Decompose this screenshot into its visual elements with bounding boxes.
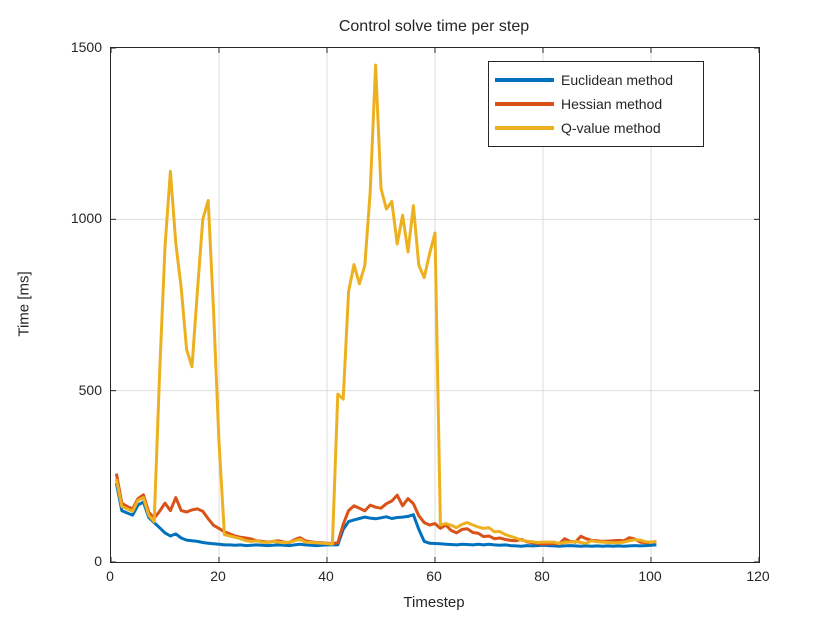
legend-line-sample-euclidean-method (495, 78, 554, 82)
x-tick-label-40: 40 (318, 568, 334, 584)
y-tick-label-500: 500 (78, 381, 102, 398)
legend-item-hessian-method: Hessian method (495, 92, 703, 116)
x-axis-label: Timestep (403, 594, 465, 611)
legend-label-q-value-method: Q-value method (561, 120, 661, 136)
chart-title: Control solve time per step (338, 18, 530, 35)
legend-line-sample-q-value-method (495, 126, 554, 130)
series-line-euclidean-method (114, 482, 657, 548)
x-tick-label-0: 0 (106, 568, 114, 584)
legend-label-euclidean-method: Euclidean method (561, 72, 674, 88)
x-tick-label-120: 120 (746, 568, 770, 584)
x-tick-label-20: 20 (210, 568, 226, 584)
x-tick-label-80: 80 (534, 568, 550, 584)
series-line-hessian-method (114, 473, 657, 546)
legend-label-hessian-method: Hessian method (561, 96, 663, 112)
x-tick-label-60: 60 (426, 568, 442, 584)
legend-item-euclidean-method: Euclidean method (495, 68, 703, 92)
series-line-q-value-method (114, 63, 657, 546)
legend-line-sample-hessian-method (495, 102, 554, 106)
y-tick-label-1000: 1000 (70, 210, 102, 227)
plot-canvas (111, 48, 759, 562)
y-tick-label-1500: 1500 (70, 39, 102, 55)
legend-item-q-value-method: Q-value method (495, 116, 703, 140)
x-tick-label-100: 100 (638, 568, 662, 584)
legend: Euclidean method Hessian method Q-value me… (488, 61, 704, 147)
y-axis-label: Time [ms] (15, 271, 33, 337)
y-tick-label-0: 0 (94, 553, 102, 569)
plot-area: Euclidean method Hessian method Q-value me… (110, 47, 760, 563)
